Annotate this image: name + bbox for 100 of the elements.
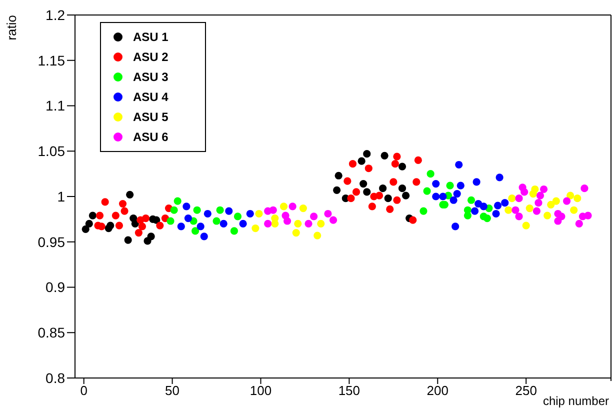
point — [558, 212, 566, 220]
point — [292, 229, 300, 237]
point — [391, 160, 399, 168]
point — [174, 197, 182, 205]
point — [156, 222, 164, 230]
point — [409, 216, 417, 224]
point — [288, 202, 296, 210]
legend-label: ASU 1 — [133, 30, 168, 44]
point — [196, 222, 204, 230]
x-tick-label: 100 — [250, 383, 272, 398]
point — [225, 207, 233, 215]
point — [446, 182, 454, 190]
point — [439, 192, 447, 200]
legend-label: ASU 6 — [133, 130, 168, 144]
point — [467, 196, 476, 204]
point — [264, 220, 272, 228]
point — [184, 214, 192, 222]
point — [280, 202, 288, 210]
point — [347, 194, 355, 202]
x-axis-title: chip number — [542, 394, 609, 408]
point — [492, 210, 500, 218]
x-tick-label: 50 — [165, 383, 180, 398]
point — [304, 220, 312, 228]
point — [432, 180, 440, 188]
point — [239, 220, 247, 228]
point — [88, 212, 96, 220]
point — [570, 206, 578, 214]
point — [470, 207, 479, 215]
point — [386, 205, 394, 214]
x-tick-label: 150 — [338, 383, 360, 398]
point — [501, 199, 509, 207]
point — [380, 152, 388, 160]
point — [456, 182, 464, 190]
point — [455, 160, 463, 169]
y-tick-label: 1.05 — [38, 143, 66, 160]
point — [375, 192, 384, 200]
point — [420, 207, 428, 215]
point — [147, 232, 155, 240]
point — [363, 188, 371, 196]
point — [170, 206, 178, 214]
point — [134, 229, 142, 237]
point — [522, 222, 530, 230]
point — [177, 222, 185, 230]
y-axis-title: ratio — [4, 15, 19, 40]
point — [131, 220, 139, 228]
point — [283, 217, 292, 225]
point — [390, 178, 398, 186]
point — [200, 232, 208, 240]
point — [526, 204, 534, 212]
point — [552, 197, 560, 205]
point — [574, 194, 582, 202]
point — [562, 197, 571, 205]
point — [142, 214, 150, 222]
point — [85, 220, 93, 228]
point — [246, 210, 254, 218]
point — [118, 200, 127, 208]
point — [464, 212, 472, 220]
point — [360, 180, 368, 188]
point — [96, 212, 104, 220]
point — [580, 184, 588, 192]
point — [255, 210, 263, 218]
point — [450, 196, 458, 204]
point — [124, 236, 132, 244]
point — [230, 227, 238, 235]
point — [512, 206, 520, 214]
point — [317, 220, 325, 228]
point — [398, 162, 406, 170]
legend-label: ASU 2 — [133, 50, 168, 64]
legend-label: ASU 5 — [133, 110, 168, 124]
point — [532, 207, 541, 215]
point — [98, 222, 106, 230]
point — [106, 222, 114, 230]
point — [314, 232, 322, 240]
point — [515, 212, 523, 220]
point — [101, 198, 109, 206]
y-tick-label: 1.2 — [46, 6, 66, 23]
point — [364, 164, 372, 172]
point — [496, 174, 504, 182]
x-tick-label: 200 — [426, 383, 448, 398]
point — [384, 194, 392, 202]
point — [182, 202, 190, 210]
point — [494, 202, 502, 210]
point — [414, 156, 422, 164]
point — [584, 212, 592, 220]
point — [520, 188, 528, 196]
y-tick-label: 0.95 — [38, 234, 66, 250]
y-tick-label: 0.8 — [46, 370, 66, 386]
point — [191, 227, 200, 235]
point — [453, 190, 461, 198]
point — [575, 220, 583, 228]
point — [379, 184, 387, 192]
point — [348, 160, 357, 168]
y-tick-label: 1 — [57, 188, 66, 204]
point — [269, 206, 277, 214]
point — [112, 212, 120, 220]
point — [483, 214, 491, 222]
point — [547, 200, 555, 208]
point — [344, 177, 352, 185]
point — [515, 194, 523, 202]
point — [310, 212, 318, 220]
